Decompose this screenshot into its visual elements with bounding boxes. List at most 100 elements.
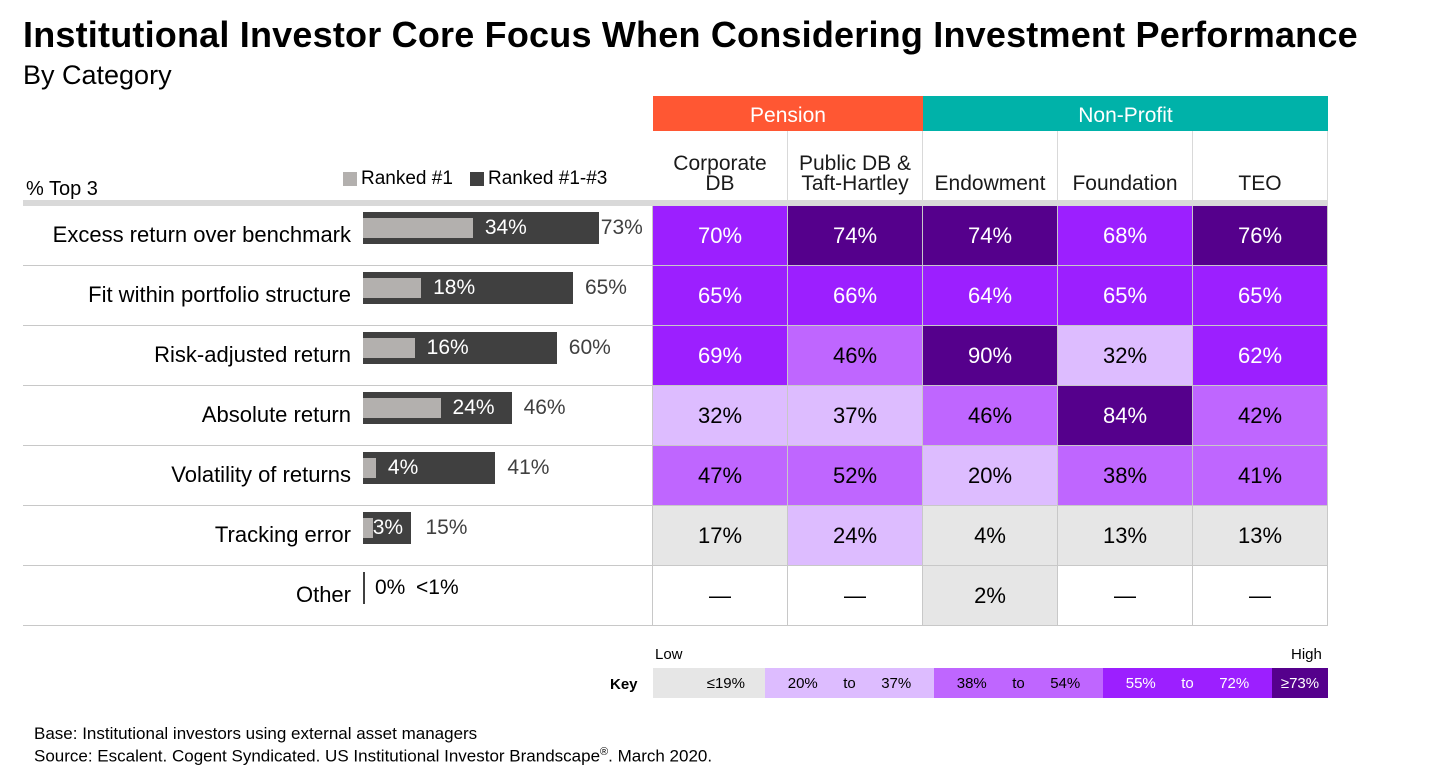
- heatmap-cell: 24%: [788, 506, 923, 566]
- column-header-line2: Taft-Hartley: [801, 172, 909, 195]
- key-low-label: Low: [655, 646, 683, 663]
- key-segment-text: to: [843, 674, 856, 692]
- row-label: Fit within portfolio structure: [88, 282, 351, 307]
- key-segment: ≥73%: [1272, 668, 1328, 698]
- heatmap-cell: 47%: [653, 446, 788, 506]
- key-segment: 38% to 54%: [934, 668, 1103, 698]
- heatmap-cell: 52%: [788, 446, 923, 506]
- chart-title: Institutional Investor Core Focus When C…: [23, 14, 1358, 55]
- heatmap-cell: —: [788, 566, 923, 626]
- heatmap-cell: 42%: [1193, 386, 1328, 446]
- heatmap-cell: 70%: [653, 206, 788, 266]
- key-segment-text: 72%: [1219, 674, 1250, 692]
- chart-subtitle: By Category: [23, 60, 172, 90]
- row-label: Excess return over benchmark: [52, 222, 351, 247]
- heatmap-cell: 65%: [1058, 266, 1193, 326]
- bar-ranked-1: [363, 338, 415, 358]
- legend-label-ranked1: Ranked #1: [361, 168, 453, 189]
- group-header-non-profit: Non-Profit: [923, 96, 1328, 131]
- column-header-text: TEO: [1238, 173, 1281, 194]
- heatmap-cell: 13%: [1058, 506, 1193, 566]
- key-segment-text: 54%: [1050, 674, 1081, 692]
- heatmap-cell: 4%: [923, 506, 1058, 566]
- bar-label-ranked-1-3: 73%: [600, 216, 643, 239]
- bar-label-ranked-1: 0%: [375, 576, 406, 599]
- bar-label-ranked-1: 3%: [372, 516, 404, 539]
- column-header-1: Public DB & Taft-Hartley: [788, 131, 923, 200]
- heatmap-cell: 74%: [788, 206, 923, 266]
- column-header-2: Endowment: [923, 131, 1058, 200]
- heatmap-cell: 65%: [1193, 266, 1328, 326]
- bar-label-ranked-1: 34%: [484, 216, 527, 239]
- bar-label-ranked-1-3: <1%: [416, 576, 459, 599]
- heatmap-cell: 74%: [923, 206, 1058, 266]
- row-label: Tracking error: [214, 522, 351, 547]
- bar-ranked-1: [363, 398, 441, 418]
- key-label: Key: [610, 676, 638, 693]
- column-header-text: Corporate DB: [673, 153, 766, 195]
- bar-label-ranked-1: 24%: [452, 396, 495, 419]
- bar-label-ranked-1-3: 65%: [584, 276, 627, 299]
- heatmap-cell: 38%: [1058, 446, 1193, 506]
- legend-ranked13: Ranked #1-#3: [470, 168, 607, 190]
- heatmap-cell: 20%: [923, 446, 1058, 506]
- key-segment-text: 38%: [956, 674, 987, 692]
- column-header-3: Foundation: [1058, 131, 1193, 200]
- group-header-pension: Pension: [653, 96, 923, 131]
- heatmap-cell: 69%: [653, 326, 788, 386]
- heatmap-cell: 65%: [653, 266, 788, 326]
- bar-label-ranked-1: 18%: [433, 276, 476, 299]
- row-label: Volatility of returns: [171, 462, 351, 487]
- bar-label-ranked-1: 16%: [426, 336, 469, 359]
- column-header-line2: Foundation: [1072, 172, 1178, 195]
- heatmap-cell: 46%: [923, 386, 1058, 446]
- row-separator: [23, 325, 653, 326]
- pct-top3-label: % Top 3: [26, 178, 98, 200]
- key-segment-text: to: [1181, 674, 1194, 692]
- source-date: . March 2020.: [608, 746, 713, 766]
- group-header-label: Pension: [750, 104, 826, 127]
- row-separator: [23, 505, 653, 506]
- key-segment-text: 37%: [881, 674, 912, 692]
- heatmap-cell: 37%: [788, 386, 923, 446]
- base-note: Base: Institutional investors using exte…: [34, 724, 478, 743]
- column-header-text: Foundation: [1072, 172, 1178, 195]
- column-header-4: TEO: [1193, 131, 1328, 200]
- heatmap-cell: 32%: [1058, 326, 1193, 386]
- registered-mark: ®: [600, 746, 609, 758]
- row-label: Other: [295, 582, 351, 607]
- legend-swatch-ranked13: [470, 172, 484, 186]
- key-segment-text: ≥73%: [1280, 674, 1320, 692]
- column-header-line2: DB: [705, 172, 735, 195]
- column-header-0: Corporate DB: [653, 131, 788, 200]
- header-rule: [23, 200, 1328, 206]
- heatmap-cell: 46%: [788, 326, 923, 386]
- heatmap-cell: 17%: [653, 506, 788, 566]
- heatmap-cell: 32%: [653, 386, 788, 446]
- row-separator: [23, 625, 653, 626]
- grid-left-border: [652, 206, 653, 626]
- bar-ranked-1: [363, 218, 473, 238]
- source-note: Source: Escalent. Cogent Syndicated. US …: [34, 746, 712, 767]
- heatmap-cell: 84%: [1058, 386, 1193, 446]
- key-segment-text: 20%: [787, 674, 818, 692]
- heatmap-cell: —: [1193, 566, 1328, 626]
- column-header-line1: Public DB &: [798, 152, 912, 175]
- bar-label-ranked-1: 4%: [387, 456, 419, 479]
- key-high-label: High: [1291, 646, 1322, 663]
- bar-label-ranked-1-3: 15%: [425, 516, 468, 539]
- heatmap-cell: 66%: [788, 266, 923, 326]
- row-separator: [23, 445, 653, 446]
- heatmap-cell: —: [1058, 566, 1193, 626]
- key-segment-text: to: [1012, 674, 1025, 692]
- heatmap-cell: 76%: [1193, 206, 1328, 266]
- heatmap-cell: 62%: [1193, 326, 1328, 386]
- group-header-label: Non-Profit: [1078, 104, 1173, 127]
- row-label: Risk-adjusted return: [154, 342, 351, 367]
- heatmap-cell: 41%: [1193, 446, 1328, 506]
- source-text: Source: Escalent. Cogent Syndicated. US …: [34, 746, 601, 766]
- row-separator: [23, 565, 653, 566]
- legend-label-ranked13: Ranked #1-#3: [488, 168, 608, 189]
- key-segment: 55% to 72%: [1103, 668, 1272, 698]
- bar-ranked-1: [363, 458, 376, 478]
